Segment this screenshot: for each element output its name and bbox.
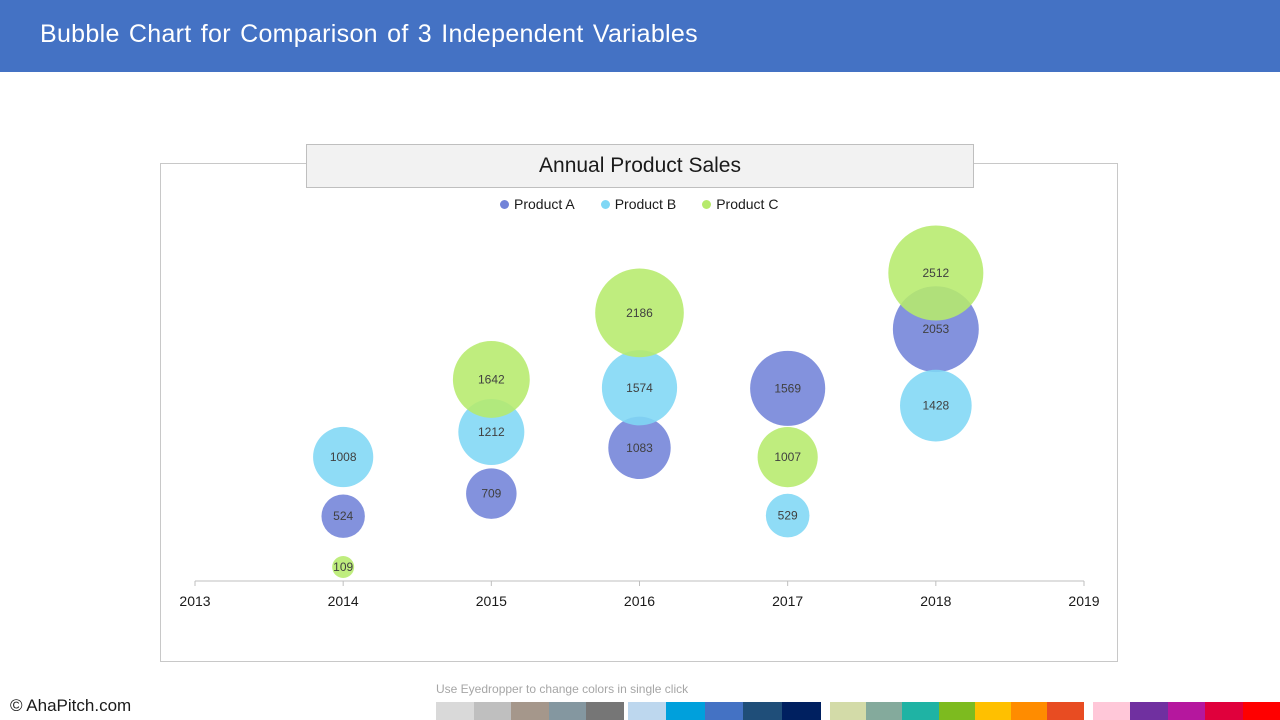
bubble-product-c[interactable] xyxy=(452,341,530,418)
bubble-data-label: 529 xyxy=(778,509,798,523)
bubble-data-label: 2186 xyxy=(626,306,653,320)
color-swatch[interactable] xyxy=(473,702,512,720)
color-swatch[interactable] xyxy=(830,702,867,720)
color-swatch[interactable] xyxy=(1011,702,1048,720)
bubble-data-label: 1008 xyxy=(330,450,357,464)
legend-marker xyxy=(500,199,509,209)
bubble-data-label: 1007 xyxy=(774,450,801,464)
bubble-product-b[interactable] xyxy=(900,369,972,442)
color-swatch[interactable] xyxy=(436,702,474,720)
color-swatch[interactable] xyxy=(781,702,821,720)
bubble-product-b[interactable] xyxy=(601,350,678,426)
bubble-data-label: 1569 xyxy=(774,381,801,395)
x-tick-label: 2019 xyxy=(1068,593,1099,609)
legend-label: Product C xyxy=(716,196,779,212)
color-swatch[interactable] xyxy=(666,702,706,720)
color-swatch[interactable] xyxy=(1093,702,1131,720)
bubble-data-label: 2512 xyxy=(922,266,949,280)
bubble-product-b[interactable] xyxy=(458,399,525,466)
legend-item[interactable]: Product A xyxy=(500,196,575,212)
color-swatch[interactable] xyxy=(1047,702,1085,720)
bubble-data-label: 1642 xyxy=(478,372,505,386)
bubble-product-c[interactable] xyxy=(595,268,684,358)
chart-title-box[interactable]: Annual Product Sales xyxy=(306,144,974,188)
color-swatch[interactable] xyxy=(511,702,550,720)
color-swatch[interactable] xyxy=(743,702,783,720)
bubble-data-label: 709 xyxy=(481,487,501,501)
legend-marker xyxy=(702,199,712,209)
bubble-product-a[interactable] xyxy=(466,468,517,519)
x-tick-label: 2018 xyxy=(920,593,951,609)
bubble-data-label: 1083 xyxy=(626,441,653,455)
color-swatch[interactable] xyxy=(628,702,667,720)
chart-title: Annual Product Sales xyxy=(539,154,741,177)
bubble-product-a[interactable] xyxy=(321,494,365,538)
eyedropper-hint: Use Eyedropper to change colors in singl… xyxy=(436,682,689,696)
color-swatch[interactable] xyxy=(1242,702,1280,720)
bubble-data-label: 2053 xyxy=(922,322,949,336)
bubble-product-c[interactable] xyxy=(757,427,818,488)
color-swatch[interactable] xyxy=(1167,702,1206,720)
color-swatch[interactable] xyxy=(586,702,625,720)
header-bar xyxy=(0,0,1280,72)
bubble-data-label: 1212 xyxy=(478,425,505,439)
x-tick-label: 2014 xyxy=(328,593,359,609)
legend-item[interactable]: Product C xyxy=(702,196,778,212)
color-swatch[interactable] xyxy=(1205,702,1244,720)
bubble-product-a[interactable] xyxy=(750,350,826,426)
bubble-product-a[interactable] xyxy=(608,416,671,480)
bubble-product-c[interactable] xyxy=(888,225,984,321)
x-tick-label: 2016 xyxy=(624,593,655,609)
color-swatch[interactable] xyxy=(938,702,976,720)
bubble-data-label: 109 xyxy=(333,560,353,574)
x-tick-label: 2013 xyxy=(179,593,210,609)
color-swatch[interactable] xyxy=(866,702,904,720)
legend-label: Product A xyxy=(514,196,575,212)
color-swatch[interactable] xyxy=(902,702,940,720)
x-tick-label: 2015 xyxy=(476,593,507,609)
legend-marker xyxy=(600,199,610,209)
footer-brand: © AhaPitch.com xyxy=(10,696,132,715)
bubble-data-label: 524 xyxy=(333,509,353,523)
legend-item[interactable]: Product B xyxy=(600,196,677,212)
color-swatch[interactable] xyxy=(974,702,1012,720)
legend-label: Product B xyxy=(614,196,677,212)
bubble-data-label: 1428 xyxy=(922,399,949,413)
page-title: Bubble Chart for Comparison of 3 Indepen… xyxy=(40,20,698,48)
bubble-data-label: 1574 xyxy=(626,381,653,395)
color-swatch[interactable] xyxy=(1130,702,1169,720)
bubble-product-c[interactable] xyxy=(332,556,355,578)
x-tick-label: 2017 xyxy=(772,593,803,609)
color-swatch[interactable] xyxy=(548,702,587,720)
chart-legend[interactable]: Product A Product B Product C xyxy=(500,194,804,214)
color-swatch[interactable] xyxy=(704,702,744,720)
bubble-product-b[interactable] xyxy=(765,493,810,538)
bubble-product-b[interactable] xyxy=(313,426,374,488)
